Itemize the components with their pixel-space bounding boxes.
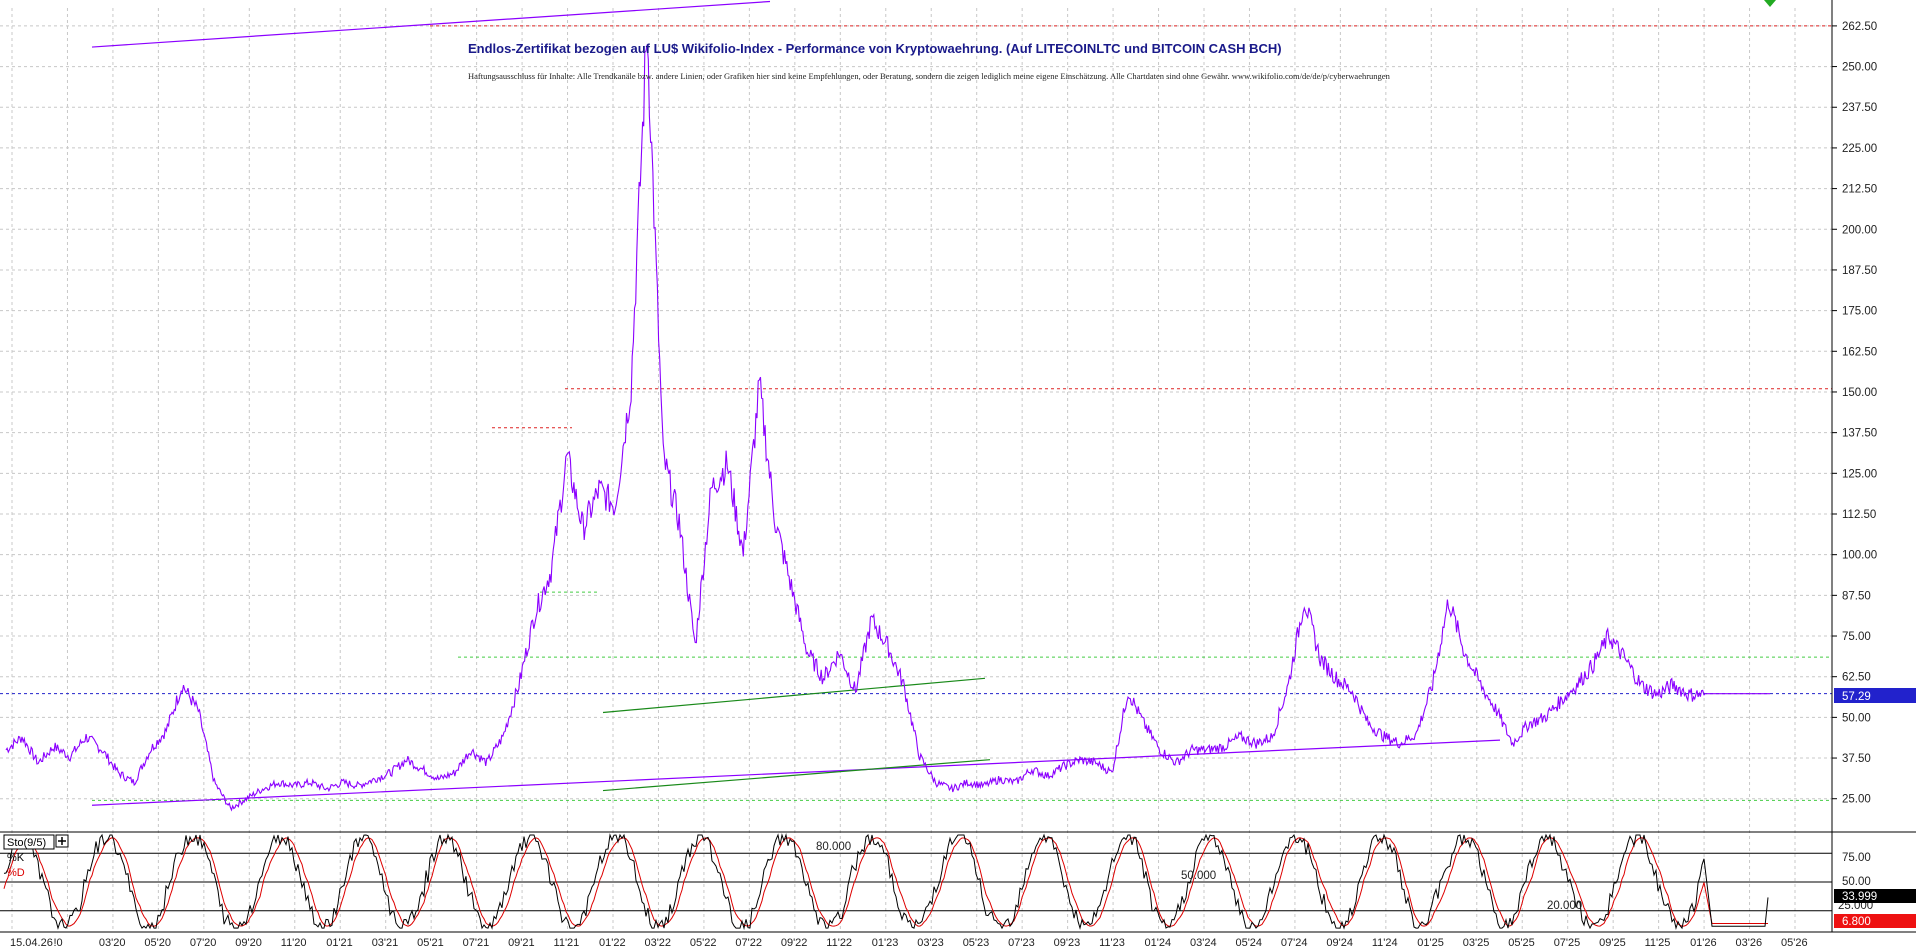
xtick-label-32: 03'25 — [1463, 937, 1490, 948]
xtick-label-13: 01'22 — [599, 937, 626, 948]
xtick-label-10: 07'21 — [463, 937, 490, 948]
stochastic-level-50-label: 50.000 — [1181, 870, 1216, 882]
xtick-label-22: 07'23 — [1008, 937, 1035, 948]
stochastic-panel — [0, 833, 1832, 931]
stochastic-d-value: 6.800 — [1842, 916, 1871, 928]
xtick-label-0: 15.04.26 — [10, 937, 53, 948]
ytick-label-6: 187.50 — [1842, 265, 1877, 277]
xtick-label-7: 01'21 — [326, 937, 353, 948]
xtick-label-8: 03'21 — [372, 937, 399, 948]
xtick-label-12: 11'21 — [554, 937, 580, 948]
ytick-label-13: 100.00 — [1842, 550, 1877, 562]
grid — [0, 8, 1832, 932]
xtick-label-1: !0 — [53, 937, 62, 948]
plus-icon — [58, 837, 66, 845]
trendline-1 — [91, 739, 1501, 806]
stochastic-level-20-label: 20.000 — [1547, 900, 1582, 912]
xtick-label-27: 05'24 — [1235, 937, 1262, 948]
ytick-label-12: 112.50 — [1842, 509, 1876, 521]
ytick-label-7: 175.00 — [1842, 306, 1877, 318]
xtick-label-15: 05'22 — [690, 937, 717, 948]
xtick-label-4: 07'20 — [190, 937, 217, 948]
xtick-label-11: 09'21 — [508, 937, 535, 948]
xtick-label-26: 03'24 — [1190, 937, 1217, 948]
ytick-label-15: 75.00 — [1842, 631, 1871, 643]
current-price-label: 57.29 — [1842, 691, 1871, 703]
xtick-label-34: 07'25 — [1554, 937, 1581, 948]
ytick-label-19: 25.00 — [1842, 794, 1871, 806]
xtick-label-37: 01'26 — [1690, 937, 1717, 948]
ytick-label-10: 137.50 — [1842, 428, 1877, 440]
ytick-label-11: 125.00 — [1842, 468, 1877, 480]
trendline-0 — [91, 0, 771, 48]
xtick-label-36: 11'25 — [1645, 937, 1671, 948]
xtick-label-33: 05'25 — [1508, 937, 1535, 948]
stochastic-d-value-box — [1834, 914, 1916, 928]
xtick-label-17: 09'22 — [781, 937, 808, 948]
xtick-label-6: 11'20 — [281, 937, 307, 948]
xtick-label-28: 07'24 — [1281, 937, 1308, 948]
xtick-label-21: 05'23 — [963, 937, 990, 948]
xtick-label-16: 07'22 — [735, 937, 762, 948]
stochastic-d-label: %D — [7, 867, 25, 879]
ytick-label-3: 225.00 — [1842, 143, 1877, 155]
xtick-label-35: 09'25 — [1599, 937, 1626, 948]
price-series — [5, 44, 1770, 812]
stochastic-label: Sto(9/5) — [7, 837, 46, 849]
xtick-label-38: 03'26 — [1736, 937, 1763, 948]
xtick-label-23: 09'23 — [1054, 937, 1081, 948]
current-price-box — [1834, 688, 1916, 703]
ytick-label-1: 250.00 — [1842, 62, 1877, 74]
xtick-label-39: 05'26 — [1781, 937, 1808, 948]
xtick-label-9: 05'21 — [417, 937, 444, 948]
xtick-label-25: 01'24 — [1145, 937, 1172, 948]
xtick-label-18: 11'22 — [826, 937, 852, 948]
xtick-label-3: 05'20 — [144, 937, 171, 948]
xtick-label-31: 01'25 — [1417, 937, 1444, 948]
stochastic-level-80-label: 80.000 — [816, 841, 851, 853]
stochastic-ytick-50: 50.00 — [1842, 876, 1871, 888]
ytick-label-2: 237.50 — [1842, 102, 1877, 114]
ytick-label-9: 150.00 — [1842, 387, 1877, 399]
xtick-label-20: 03'23 — [917, 937, 944, 948]
xtick-label-24: 11'23 — [1099, 937, 1125, 948]
ytick-label-16: 62.50 — [1842, 672, 1871, 684]
xtick-label-19: 01'23 — [872, 937, 899, 948]
ytick-label-4: 212.50 — [1842, 184, 1877, 196]
xtick-label-30: 11'24 — [1372, 937, 1398, 948]
price-line — [5, 44, 1706, 812]
ytick-label-17: 50.00 — [1842, 712, 1871, 724]
xtick-label-14: 03'22 — [644, 937, 671, 948]
horizontal-levels — [0, 25, 1832, 801]
ytick-label-5: 200.00 — [1842, 224, 1877, 236]
stochastic-label-box[interactable] — [3, 834, 55, 850]
chart-title: Endlos-Zertifikat bezogen auf LU$ Wikifo… — [468, 41, 1282, 56]
stochastic-k-value: 33.999 — [1842, 891, 1877, 903]
xtick-label-2: 03'20 — [99, 937, 126, 948]
ytick-label-14: 87.50 — [1842, 590, 1871, 602]
stochastic-k-label: %K — [7, 852, 25, 864]
ytick-label-0: 262.50 — [1842, 21, 1877, 33]
ytick-label-18: 37.50 — [1842, 753, 1871, 765]
stochastic-k-value-box — [1834, 889, 1916, 903]
stochastic-ytick-75: 75.00 — [1842, 852, 1871, 864]
ytick-label-8: 162.50 — [1842, 346, 1877, 358]
xtick-label-29: 09'24 — [1326, 937, 1353, 948]
trendlines — [91, 0, 1501, 806]
arrow-marker-icon — [1764, 0, 1776, 7]
stochastic-k-line — [3, 833, 1769, 931]
disclaimer-text: Haftungsausschluss für Inhalte: Alle Tre… — [468, 71, 1391, 81]
trendline-2 — [602, 677, 986, 714]
xtick-label-5: 09'20 — [235, 937, 262, 948]
